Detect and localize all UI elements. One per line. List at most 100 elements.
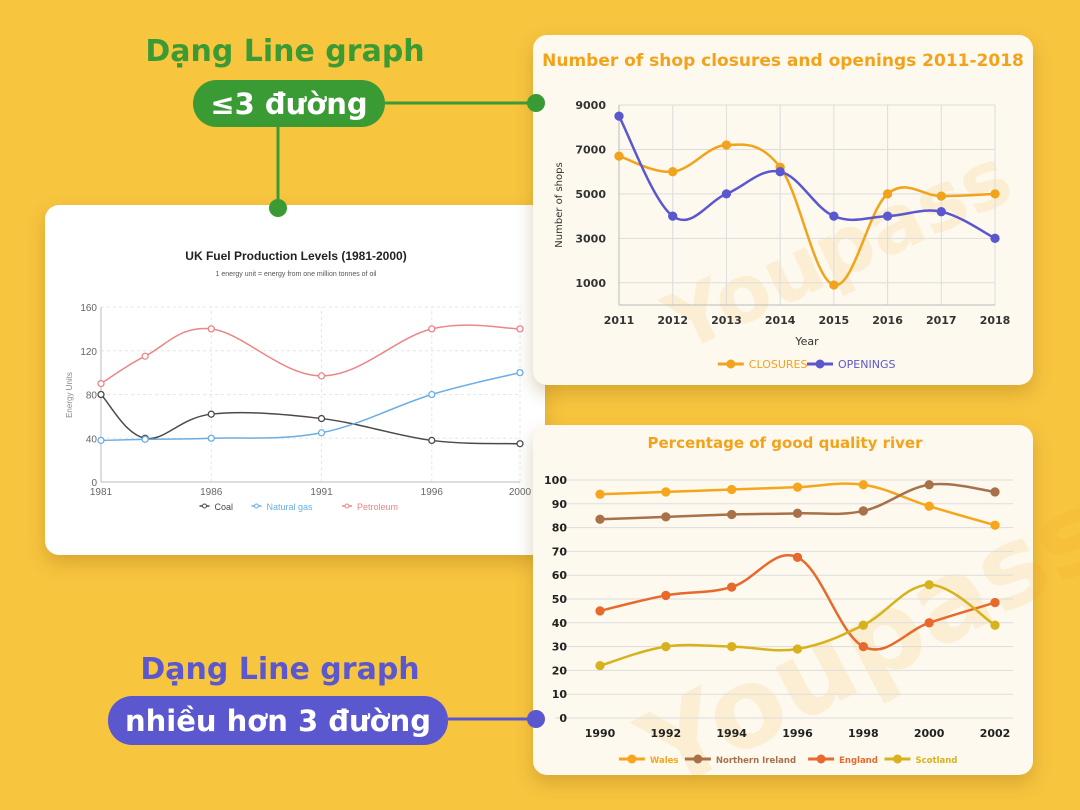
y-tick-label: 9000 [575,99,606,112]
y-tick-label: 90 [552,498,568,511]
x-tick-label: 2000 [509,487,532,498]
data-point [428,436,436,445]
legend-label: Northern Ireland [716,756,796,766]
legend-marker [893,754,902,764]
data-point [924,580,934,590]
y-tick-label: 7000 [575,143,606,156]
y-axis-label: Number of shops [554,162,565,247]
data-point [727,484,737,495]
data-point [661,590,671,601]
x-tick-label: 2013 [711,314,742,327]
x-tick-label: 2002 [980,727,1011,740]
data-point [936,191,946,201]
data-point [727,509,737,520]
series-line-petroleum [100,324,521,385]
data-point [990,189,1000,199]
data-point [428,390,436,399]
x-tick-label: 1996 [421,487,444,498]
data-point [141,435,149,443]
x-tick-label: 1981 [90,487,113,498]
x-tick-label: 1991 [310,487,333,498]
chart-title: Percentage of good quality river [648,434,924,452]
data-point [207,410,215,418]
x-tick-label: 2000 [914,727,945,740]
data-point [141,352,149,360]
legend-label: Scotland [916,756,958,766]
y-tick-label: 40 [86,434,98,445]
data-point [792,508,803,518]
data-point [668,167,678,177]
legend-marker [627,754,637,764]
y-tick-label: 80 [86,391,98,402]
data-point [858,480,868,490]
legend-label: Coal [215,502,234,512]
legend-marker [693,754,703,764]
connector-dot [527,710,545,728]
data-point [990,597,1000,608]
connector-dot [527,94,545,112]
y-tick-label: 0 [91,478,97,489]
data-point [792,552,803,562]
watermark-logo: Youpass [651,130,1026,371]
data-point [924,480,934,490]
x-tick-label: 2011 [604,314,635,327]
x-tick-label: 1990 [585,727,616,740]
data-point [207,434,215,442]
data-point [990,487,1000,497]
data-point [721,140,732,150]
legend-marker [254,503,259,509]
data-point [924,618,934,628]
x-axis-label: Year [794,335,819,348]
data-point [668,211,678,221]
data-point [882,189,893,199]
y-axis-label: Energy Units [65,372,74,418]
legend-label: Petroleum [357,502,398,512]
chart-title: UK Fuel Production Levels (1981-2000) [185,249,406,263]
x-tick-label: 2016 [872,314,903,327]
data-point [516,440,524,448]
data-point [595,606,605,616]
data-point [924,501,934,511]
x-tick-label: 2015 [819,314,850,327]
data-point [829,280,839,290]
legend-label: Wales [650,756,679,766]
y-tick-label: 10 [552,688,568,701]
data-point [317,414,326,423]
data-point [727,641,737,652]
x-tick-label: 1992 [651,727,682,740]
y-tick-label: 160 [80,303,97,314]
top-pill: ≤3 đường [193,80,385,127]
series-line-natural-gas [100,371,521,442]
legend-label: England [839,756,878,766]
shop-chart-card [533,35,1033,385]
data-point [792,644,803,654]
y-tick-label: 120 [80,347,97,358]
series-line-coal [100,393,521,445]
data-point [990,520,1000,530]
x-tick-label: 2018 [980,314,1011,327]
data-point [614,151,624,161]
data-point [661,487,671,497]
data-point [721,189,732,199]
x-tick-label: 1994 [716,727,747,740]
legend-label: Natural gas [267,502,314,512]
y-tick-label: 20 [552,664,568,677]
legend-marker [344,503,350,509]
data-point [614,111,624,121]
x-tick-label: 1996 [782,727,813,740]
y-tick-label: 80 [552,522,568,535]
bottom-pill: nhiều hơn 3 đường [108,696,448,745]
data-point [97,390,105,399]
series-line-closures [618,143,996,287]
y-tick-label: 0 [559,712,567,725]
data-point [595,489,605,499]
data-point [317,372,326,380]
data-point [858,506,868,516]
x-tick-label: 2017 [926,314,957,327]
chart-subtitle: 1 energy unit = energy from one million … [216,271,377,278]
y-tick-label: 3000 [575,232,606,245]
data-point [661,512,671,522]
legend-marker [815,359,825,369]
data-point [882,211,893,221]
